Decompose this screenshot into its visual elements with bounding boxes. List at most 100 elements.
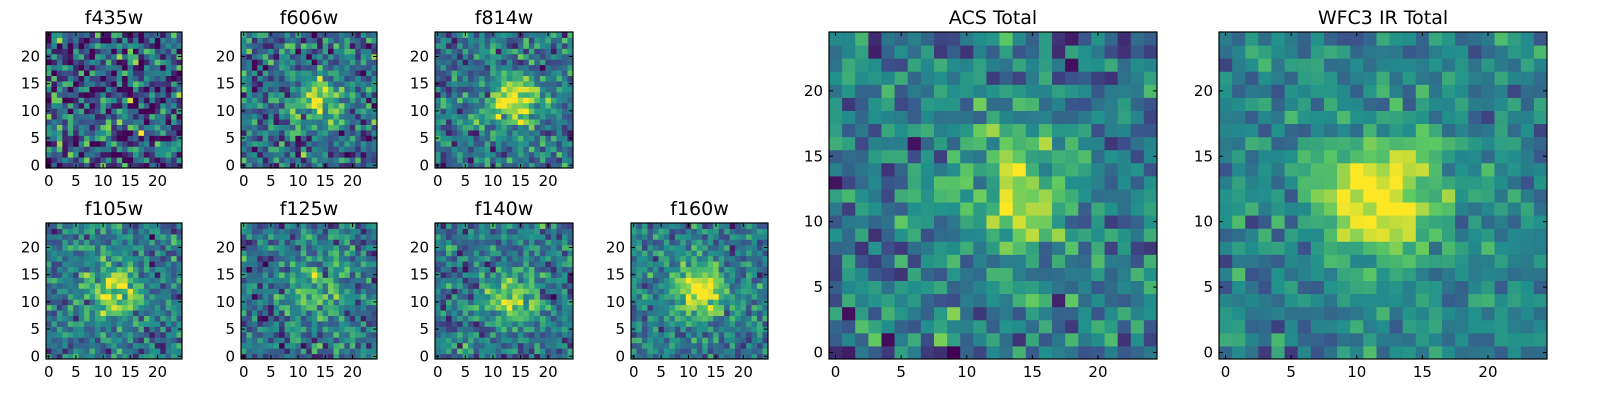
heatmap-cell — [451, 108, 458, 115]
heatmap-cell — [685, 348, 692, 355]
heatmap-cell — [73, 113, 80, 120]
heatmap-cell — [171, 113, 178, 120]
heatmap-cell — [122, 32, 129, 38]
heatmap-cell — [257, 162, 264, 169]
heatmap-cell — [685, 299, 692, 306]
heatmap-cell — [636, 288, 643, 295]
heatmap-cell — [122, 353, 129, 360]
heatmap-cell — [947, 162, 961, 177]
heatmap-cell — [440, 157, 447, 164]
heatmap-cell — [46, 315, 52, 322]
heatmap-cell — [89, 244, 96, 251]
heatmap-cell — [550, 353, 557, 360]
heatmap-cell — [366, 80, 373, 87]
heatmap-cell — [707, 293, 714, 300]
heatmap-cell — [440, 80, 447, 87]
heatmap-cell — [105, 140, 112, 147]
heatmap-cell — [51, 59, 58, 66]
heatmap-cell — [56, 337, 63, 344]
heatmap-cell — [556, 64, 563, 71]
heatmap-cell — [78, 315, 85, 322]
heatmap-cell — [143, 113, 150, 120]
heatmap-cell — [674, 282, 681, 289]
heatmap-cell — [127, 282, 134, 289]
heatmap-cell — [933, 293, 948, 308]
heatmap-cell — [338, 310, 345, 316]
heatmap-cell — [62, 255, 69, 262]
heatmap-cell — [360, 129, 367, 136]
heatmap-cell — [349, 250, 356, 257]
heatmap-cell — [138, 320, 145, 327]
heatmap-cell — [691, 320, 698, 327]
heatmap-cell — [490, 261, 497, 268]
heatmap-cell — [284, 261, 291, 268]
heatmap-cell — [257, 261, 264, 268]
heatmap-cell — [973, 254, 987, 268]
heatmap-cell — [328, 129, 334, 136]
heatmap-cell — [1078, 345, 1092, 360]
heatmap-cell — [842, 267, 856, 282]
heatmap-cell — [116, 42, 123, 49]
heatmap-cell — [495, 348, 502, 355]
heatmap-cell — [366, 59, 373, 66]
heatmap-cell — [842, 319, 856, 334]
heatmap-cell — [691, 310, 698, 316]
heatmap-cell — [462, 293, 469, 300]
heatmap-cell — [933, 188, 948, 203]
heatmap-cell — [881, 228, 896, 242]
heatmap-cell — [176, 342, 183, 349]
heatmap-cell — [757, 228, 764, 235]
heatmap-cell — [479, 146, 486, 153]
heatmap-cell — [735, 223, 742, 229]
heatmap-cell — [545, 250, 552, 257]
heatmap-cell — [702, 228, 709, 235]
heatmap-cell — [451, 228, 458, 235]
x-tick-label: 5 — [656, 363, 666, 381]
heatmap-cell — [333, 293, 340, 300]
heatmap-cell — [317, 113, 324, 120]
heatmap-cell — [165, 80, 172, 87]
heatmap-cell — [973, 215, 987, 229]
heatmap-cell — [462, 151, 469, 158]
heatmap-cell — [561, 80, 568, 87]
heatmap-cell — [484, 282, 491, 289]
heatmap-cell — [165, 157, 172, 164]
heatmap-cell — [295, 151, 302, 158]
heatmap-cell — [273, 304, 280, 311]
heatmap-cell — [534, 135, 541, 142]
heatmap-cell — [160, 337, 167, 344]
heatmap-cell — [51, 124, 58, 131]
heatmap-cell — [300, 86, 307, 93]
heatmap-cell — [490, 102, 497, 109]
heatmap-cell — [556, 37, 563, 44]
heatmap-cell — [641, 288, 648, 295]
heatmap-cell — [517, 70, 524, 77]
heatmap-cell — [512, 53, 519, 60]
heatmap-cell — [556, 320, 563, 327]
heatmap-cell — [295, 348, 302, 355]
heatmap-cell — [349, 42, 356, 49]
heatmap-cell — [517, 129, 524, 136]
heatmap-cell — [473, 244, 480, 251]
heatmap-cell — [67, 239, 74, 246]
heatmap-cell — [735, 250, 742, 257]
heatmap-cell — [1091, 267, 1106, 282]
heatmap-cell — [490, 37, 497, 44]
heatmap-cell — [735, 271, 742, 278]
heatmap-cell — [73, 266, 80, 273]
heatmap-cell — [84, 337, 91, 344]
heatmap-cell — [1117, 306, 1132, 321]
heatmap-cell — [740, 299, 747, 306]
heatmap-cell — [1038, 202, 1053, 216]
heatmap-cell — [473, 348, 480, 355]
heatmap-cell — [333, 239, 340, 246]
heatmap-cell — [89, 266, 96, 273]
heatmap-cell — [484, 162, 491, 169]
heatmap-cell — [696, 255, 703, 262]
heatmap-cell — [512, 135, 519, 142]
heatmap-cell — [707, 244, 714, 251]
heatmap-cell — [506, 32, 513, 38]
heatmap-cell — [127, 277, 134, 284]
heatmap-cell — [1130, 319, 1145, 334]
heatmap-cell — [289, 331, 296, 338]
